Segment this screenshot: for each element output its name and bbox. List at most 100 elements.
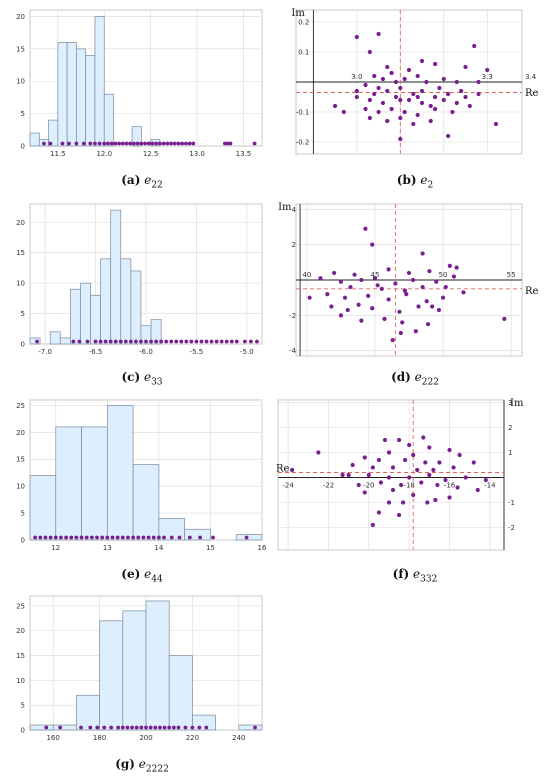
histogram-bar	[132, 464, 160, 541]
y-tick-label: 10	[16, 280, 25, 288]
y-axis-name: Im	[291, 8, 305, 19]
y-tick-label: 20	[16, 219, 25, 227]
rug-point	[165, 141, 170, 146]
histogram-bar	[100, 258, 112, 345]
rug-point	[98, 339, 103, 344]
histogram-e44: 12 13 14 15 16 0 5 10 15 20 25	[16, 399, 267, 552]
x-tick-label: 3.4	[525, 73, 537, 81]
scatter-point	[372, 73, 377, 79]
scatter-point	[370, 522, 375, 528]
rug-point	[74, 141, 79, 146]
rug-point	[79, 725, 83, 730]
scatter-point	[407, 442, 412, 448]
scatter-e222: 40 45 50 55 -4 -2 2 4 Re Im	[278, 202, 539, 357]
scatter-point	[386, 450, 392, 455]
histogram-bar	[76, 694, 100, 731]
rug-point	[141, 535, 146, 540]
rug-point	[88, 725, 93, 730]
rug-point	[184, 141, 188, 146]
scatter-point	[386, 267, 391, 272]
scatter-point	[459, 88, 464, 94]
scatter-point	[332, 270, 337, 276]
scatter-point	[359, 318, 364, 323]
caption-d: (d) e222	[391, 370, 439, 388]
scatter-point	[380, 76, 386, 82]
rug-point	[162, 725, 167, 730]
rug-point	[120, 725, 125, 730]
histogram-bar	[49, 331, 61, 345]
scatter-point	[359, 277, 364, 283]
scatter-point	[407, 475, 412, 480]
rug-point	[110, 535, 115, 540]
scatter-point	[432, 106, 438, 112]
y-tick-label: 10	[16, 483, 25, 491]
y-tick-label: 15	[16, 456, 25, 464]
rug-point	[153, 725, 158, 730]
scatter-point	[386, 297, 391, 302]
scatter-point	[354, 34, 359, 40]
histogram-bar	[85, 54, 96, 147]
scatter-point	[370, 242, 375, 247]
rug-point	[149, 339, 153, 344]
scatter-point	[420, 284, 425, 290]
rug-point	[67, 141, 71, 146]
histogram-bar	[90, 294, 101, 345]
scatter-point	[352, 272, 357, 277]
scatter-point	[441, 76, 446, 82]
y-tick-label: 5	[21, 310, 25, 318]
y-tick-label: 20	[16, 627, 25, 635]
y-tick-label: 0.2	[298, 19, 309, 27]
rug-point	[146, 535, 151, 540]
scatter-point	[432, 94, 438, 100]
rug-point	[97, 141, 102, 146]
y-tick-label: 5	[21, 110, 25, 118]
rug-point	[148, 725, 153, 730]
rug-point	[194, 339, 199, 344]
scatter-point	[454, 100, 459, 106]
scatter-point	[435, 482, 440, 488]
rug-point	[106, 141, 110, 146]
scatter-point	[443, 477, 448, 483]
panel-c: -7.0 -6.5 -6.0 -5.5 -5.0 0 5 10 15 20	[8, 196, 268, 362]
x-tick-label: -5.0	[240, 348, 254, 356]
scatter-point	[362, 490, 367, 495]
scatter-point	[455, 485, 460, 490]
histogram-bar	[235, 534, 263, 541]
y-tick-label: -2	[508, 524, 515, 532]
scatter-point	[398, 97, 403, 103]
y-tick-label: -1	[508, 499, 515, 507]
scatter-point	[348, 284, 353, 290]
x-tick-label: 160	[47, 734, 60, 742]
x-tick-label: 12.5	[143, 150, 159, 158]
rug-point	[190, 725, 195, 730]
y-tick-label: 4	[292, 206, 297, 214]
y-tick-label: 5	[21, 510, 25, 518]
scatter-point	[436, 307, 442, 313]
scatter-point	[341, 109, 346, 115]
x-tick-label: 45	[371, 271, 380, 279]
scatter-point	[447, 447, 452, 453]
scatter-point	[307, 295, 312, 300]
x-axis-name: Re	[525, 88, 539, 99]
y-tick-label: 10	[16, 677, 25, 685]
rug-point	[113, 339, 118, 344]
scatter-point	[411, 91, 416, 97]
histogram-bar	[145, 600, 170, 731]
rug-point	[179, 339, 184, 344]
x-tick-label: -5.5	[190, 348, 204, 356]
rug-point	[222, 141, 227, 146]
scatter-point	[411, 452, 416, 458]
rug-point	[177, 535, 182, 540]
rug-point	[95, 725, 100, 730]
rug-point	[33, 535, 38, 540]
scatter-point	[367, 115, 372, 121]
scatter-point	[440, 295, 446, 300]
rug-point	[38, 535, 43, 540]
rug-point	[100, 535, 105, 540]
y-tick-label: 15	[16, 45, 25, 53]
scatter-point	[441, 97, 446, 103]
scatter-point	[385, 88, 390, 94]
rug-point	[108, 339, 113, 344]
y-tick-label: 15	[16, 652, 25, 660]
scatter-point	[398, 482, 404, 488]
